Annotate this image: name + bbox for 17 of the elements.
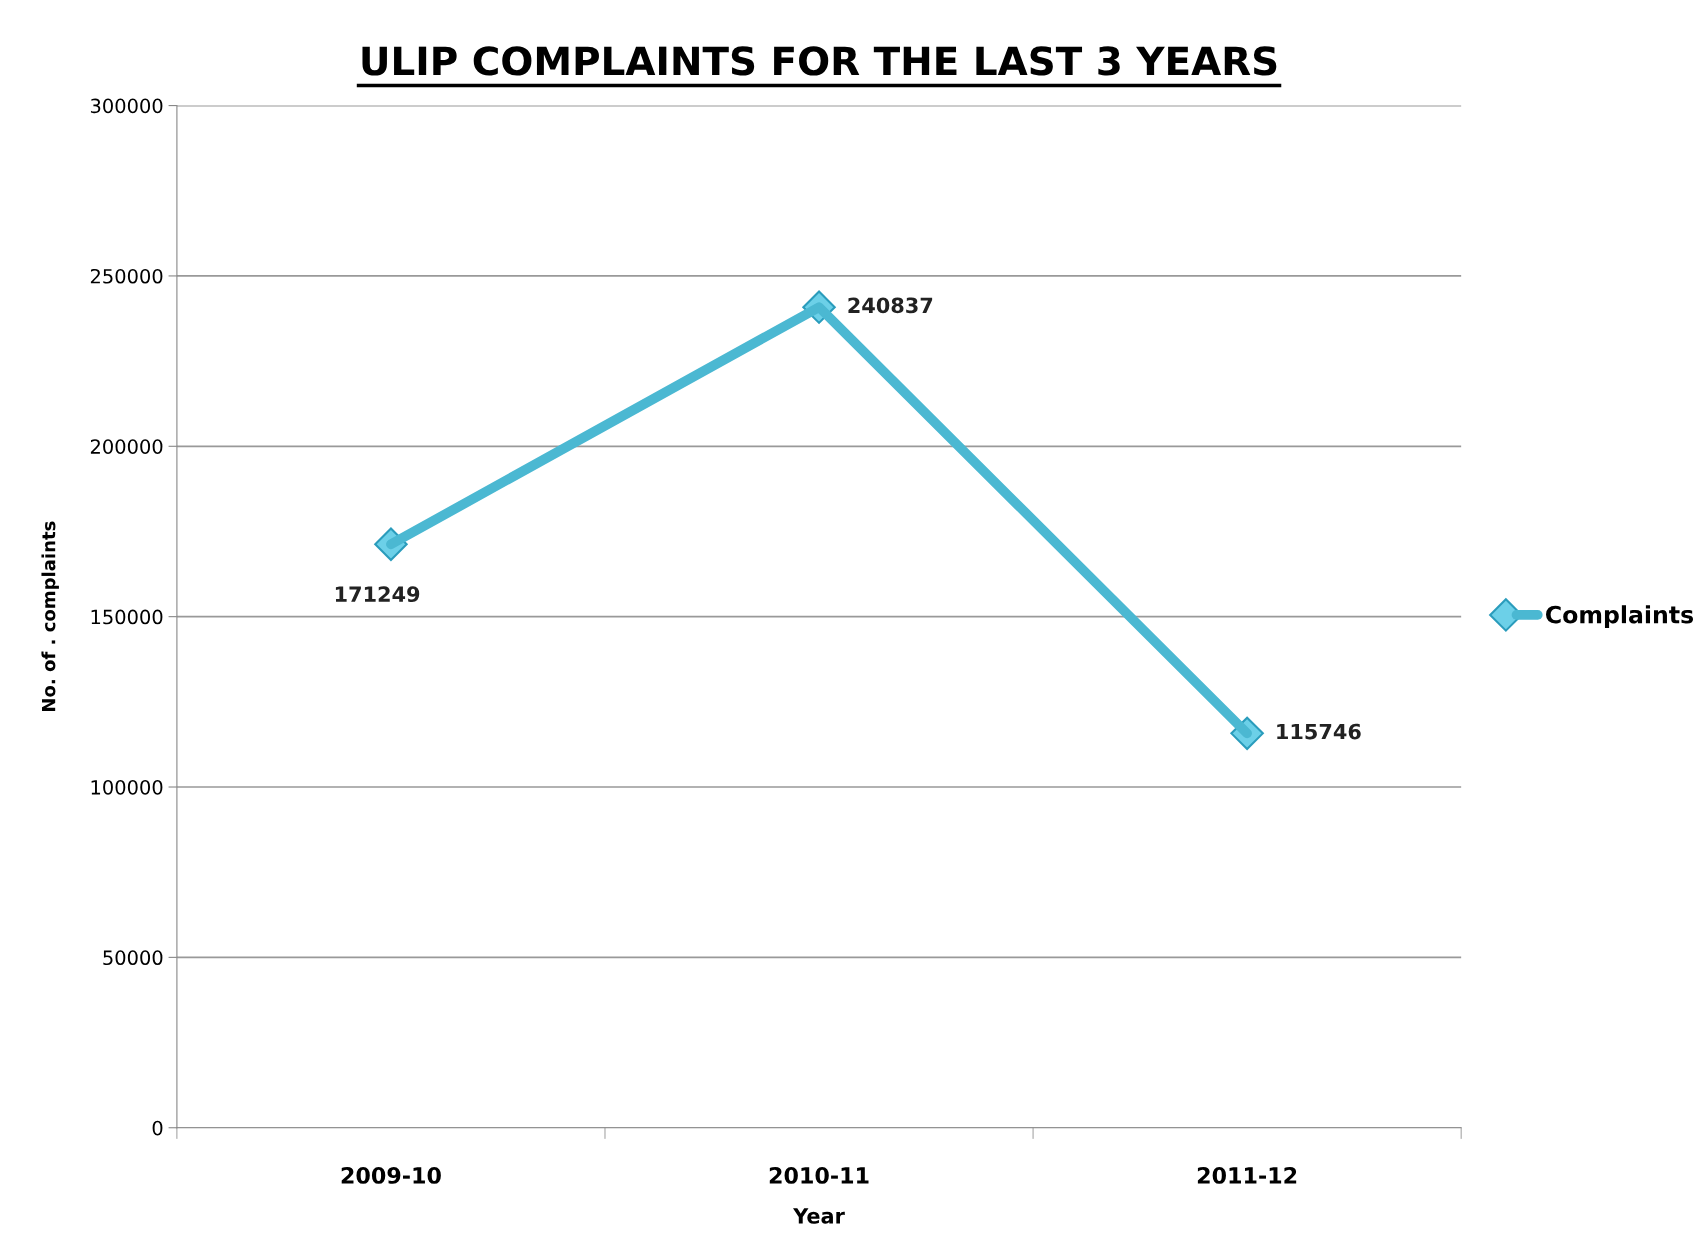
y-tick-label: 100000 — [91, 779, 163, 795]
data-label: 171249 — [335, 586, 420, 603]
y-tick-label: 300000 — [90, 98, 163, 114]
x-tick-label: 2010-11 — [769, 1167, 869, 1184]
y-tick-label: 0 — [152, 1120, 163, 1136]
x-axis-title: Year — [793, 1208, 845, 1224]
y-axis-title: No. of . complaints — [41, 521, 59, 711]
y-tick-label: 250000 — [90, 268, 163, 284]
y-tick-label: 200000 — [90, 439, 163, 454]
chart-title: ULIP COMPLAINTS FOR THE LAST 3 YEARS — [362, 46, 1277, 76]
x-tick-label: 2011-12 — [1197, 1167, 1297, 1184]
data-label: 115746 — [1277, 723, 1361, 740]
legend-label: Complaints — [1546, 605, 1694, 629]
y-tick-label: 50000 — [103, 950, 163, 966]
data-label: 240837 — [848, 297, 933, 314]
y-tick-label: 150000 — [91, 609, 163, 625]
x-tick-label: 2009-10 — [341, 1167, 441, 1184]
